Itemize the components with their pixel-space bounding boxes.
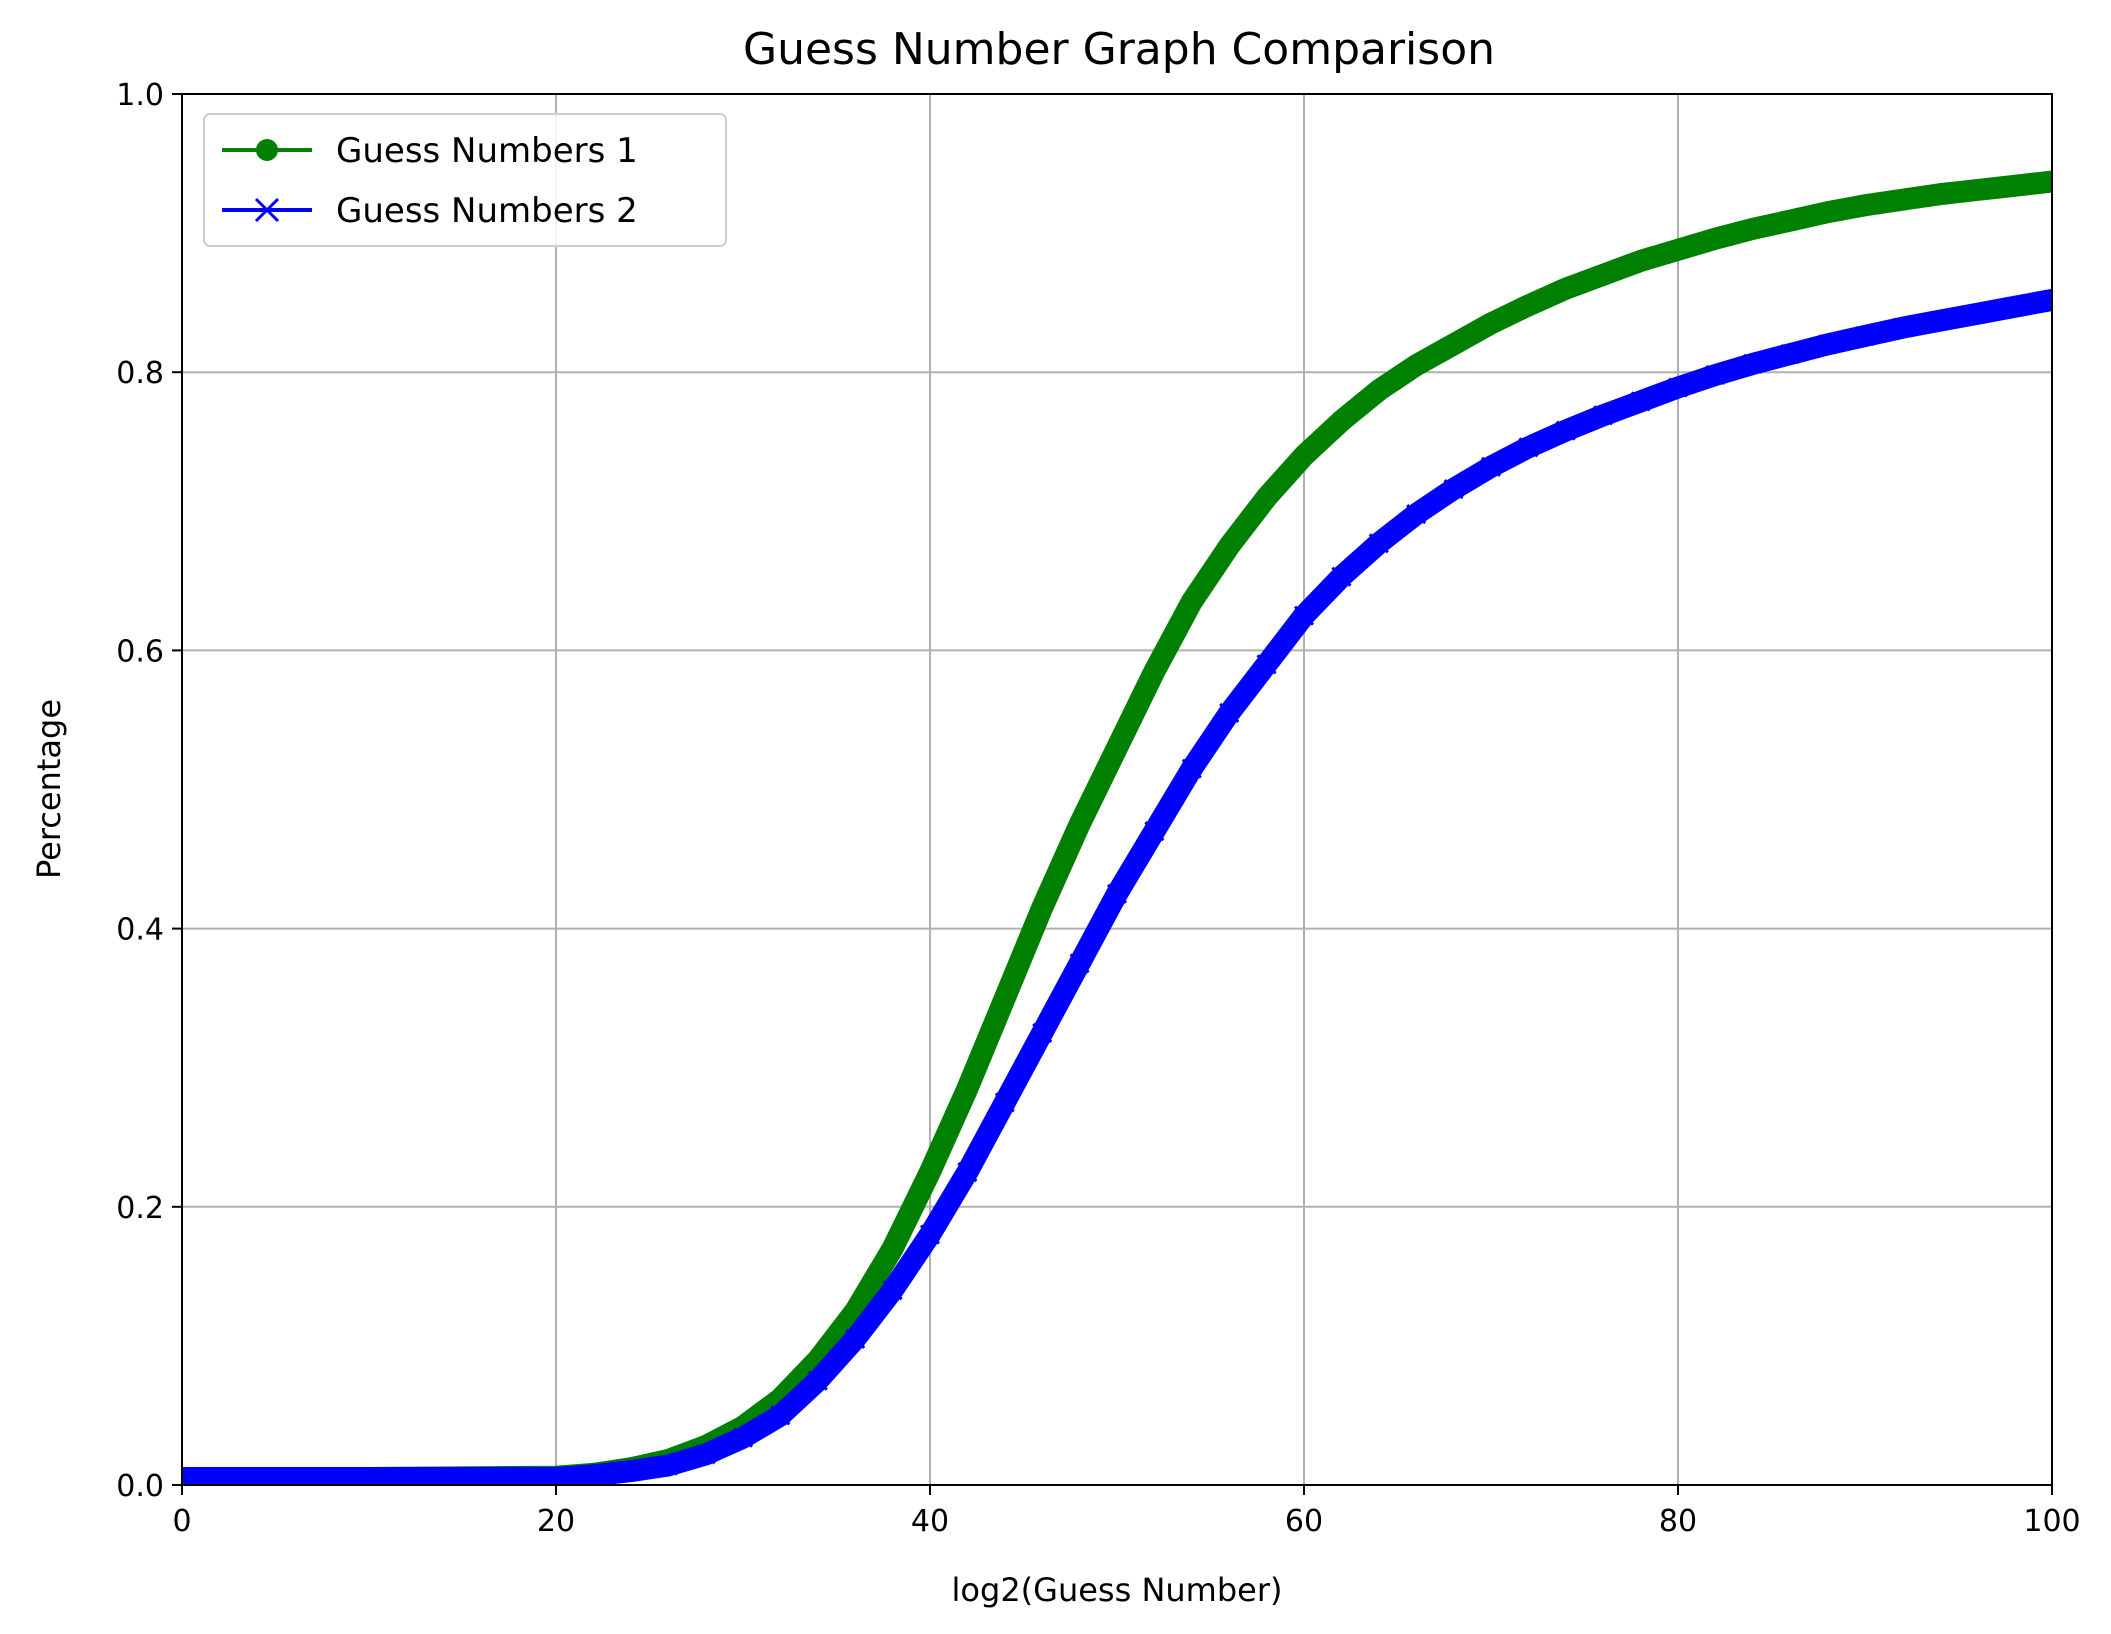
data-point: [1407, 356, 1426, 375]
legend-label-2: Guess Numbers 2: [336, 191, 638, 231]
data-point: [1219, 702, 1240, 724]
data-point: [1443, 478, 1464, 500]
data-point: [2005, 176, 2024, 195]
data-point: [583, 1465, 604, 1485]
data-point: [1331, 566, 1352, 587]
data-point: [1555, 420, 1576, 441]
x-tick-label: 0: [172, 1504, 191, 1539]
data-point: [1818, 203, 1837, 222]
data-point: [1032, 1022, 1053, 1043]
data-point: [1667, 377, 1689, 398]
data-point: [1369, 381, 1388, 400]
data-point: [1257, 488, 1276, 507]
legend-label-1: Guess Numbers 1: [336, 131, 638, 171]
data-point: [1856, 196, 1874, 215]
data-point: [1256, 654, 1277, 675]
data-point: [1669, 240, 1687, 259]
data-point: [1705, 364, 1726, 386]
data-point: [1519, 296, 1538, 315]
legend-marker-2: [254, 197, 280, 223]
data-point: [1444, 335, 1463, 354]
y-tick-label: 0.4: [116, 913, 164, 948]
data-point: [1033, 898, 1052, 917]
data-point: [1480, 456, 1502, 477]
data-point: [658, 1455, 679, 1476]
data-point: [2004, 296, 2025, 317]
data-point: [1181, 758, 1202, 779]
data-point: [1593, 405, 1614, 426]
data-point: [1518, 437, 1539, 458]
series-2: [182, 288, 2052, 1485]
data-point: [921, 1163, 939, 1182]
data-point: [2041, 289, 2052, 310]
data-point: [1630, 391, 1651, 412]
data-point: [807, 1370, 828, 1391]
data-point: [620, 1461, 641, 1482]
legend-box: [203, 113, 727, 247]
data-point: [1892, 317, 1913, 338]
y-tick-label: 0.0: [116, 1469, 164, 1504]
data-point: [1295, 446, 1313, 465]
data-point: [1968, 180, 1987, 199]
y-tick-label: 0.2: [116, 1191, 164, 1226]
data-point: [1106, 883, 1128, 904]
data-point: [1706, 229, 1725, 248]
x-tick-label: 60: [1285, 1504, 1323, 1539]
series-layer: [182, 170, 2052, 1485]
plot-frame: [181, 93, 2053, 1486]
x-tick-label: 20: [537, 1504, 575, 1539]
x-axis-label: log2(Guess Number): [952, 1571, 1283, 1609]
y-tick-label: 1.0: [116, 78, 164, 113]
data-point: [1743, 219, 1762, 238]
data-point: [1556, 279, 1575, 298]
y-tick-label: 0.8: [116, 356, 164, 391]
data-point: [957, 1161, 978, 1183]
data-point: [919, 1224, 941, 1245]
data-point: [1220, 537, 1239, 556]
data-point: [1145, 662, 1164, 681]
data-point: [882, 1280, 903, 1301]
legend: Guess Numbers 1 Guess Numbers 2: [203, 113, 727, 247]
y-axis-label: Percentage: [30, 699, 68, 879]
y-tick-label: 0.6: [116, 634, 164, 669]
data-point: [1967, 303, 1988, 324]
data-point: [1893, 190, 1912, 209]
data-point: [1108, 738, 1126, 757]
data-point: [770, 1405, 791, 1426]
data-point: [1070, 815, 1089, 834]
data-point: [1631, 251, 1650, 270]
x-tick-label: 100: [2023, 1504, 2080, 1539]
axis-ticks: 0 20 40 60 80 100 0.0 0.2 0.4 0.6 0.8 1.0: [116, 78, 2080, 1539]
data-point: [1781, 211, 1800, 230]
data-point: [995, 989, 1014, 1008]
data-point: [695, 1444, 716, 1465]
chart-title: Guess Number Graph Comparison: [743, 24, 1495, 75]
data-point: [732, 1427, 754, 1448]
x-tick-label: 40: [911, 1504, 949, 1539]
data-point: [1780, 344, 1801, 365]
data-point: [883, 1239, 902, 1258]
data-point: [1069, 953, 1090, 974]
data-point: [1406, 504, 1427, 525]
data-point: [1929, 310, 1950, 331]
data-point: [1293, 605, 1315, 626]
data-point: [1817, 334, 1838, 355]
data-point: [1594, 265, 1613, 284]
data-point: [1144, 821, 1165, 842]
data-point: [1182, 592, 1201, 611]
legend-marker-1: [256, 139, 278, 161]
data-point: [1368, 533, 1389, 554]
data-point: [958, 1079, 977, 1098]
data-point: [1332, 411, 1351, 430]
data-point: [1854, 325, 1876, 347]
data-point: [845, 1328, 866, 1350]
data-point: [1482, 314, 1500, 333]
data-point: [1930, 185, 1949, 204]
data-point: [994, 1092, 1015, 1113]
data-point: [1742, 353, 1763, 374]
x-tick-label: 80: [1659, 1504, 1697, 1539]
data-point: [2043, 172, 2052, 191]
